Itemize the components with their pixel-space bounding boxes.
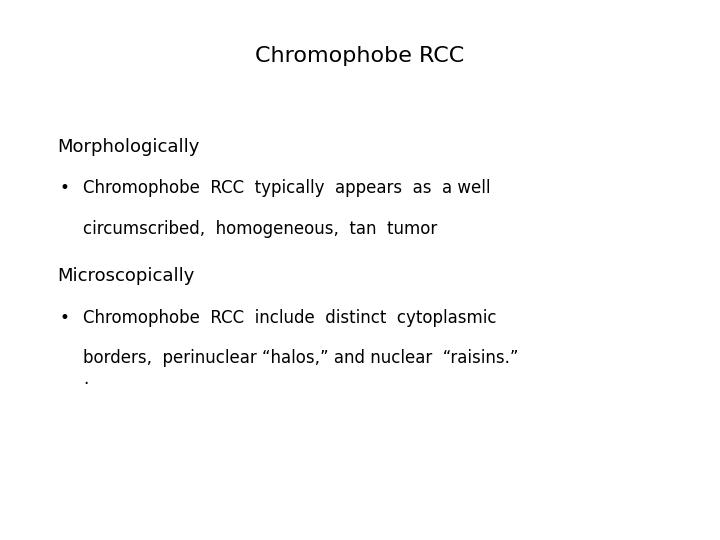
- Text: Microscopically: Microscopically: [58, 267, 195, 285]
- Text: •: •: [59, 179, 69, 197]
- Text: .: .: [83, 370, 88, 388]
- Text: •: •: [59, 309, 69, 327]
- Text: Morphologically: Morphologically: [58, 138, 200, 156]
- Text: Chromophobe  RCC  include  distinct  cytoplasmic: Chromophobe RCC include distinct cytopla…: [83, 309, 496, 327]
- Text: Chromophobe  RCC  typically  appears  as  a well: Chromophobe RCC typically appears as a w…: [83, 179, 490, 197]
- Text: Chromophobe RCC: Chromophobe RCC: [256, 46, 464, 66]
- Text: circumscribed,  homogeneous,  tan  tumor: circumscribed, homogeneous, tan tumor: [83, 220, 437, 238]
- Text: borders,  perinuclear “halos,” and nuclear  “raisins.”: borders, perinuclear “halos,” and nuclea…: [83, 349, 518, 367]
